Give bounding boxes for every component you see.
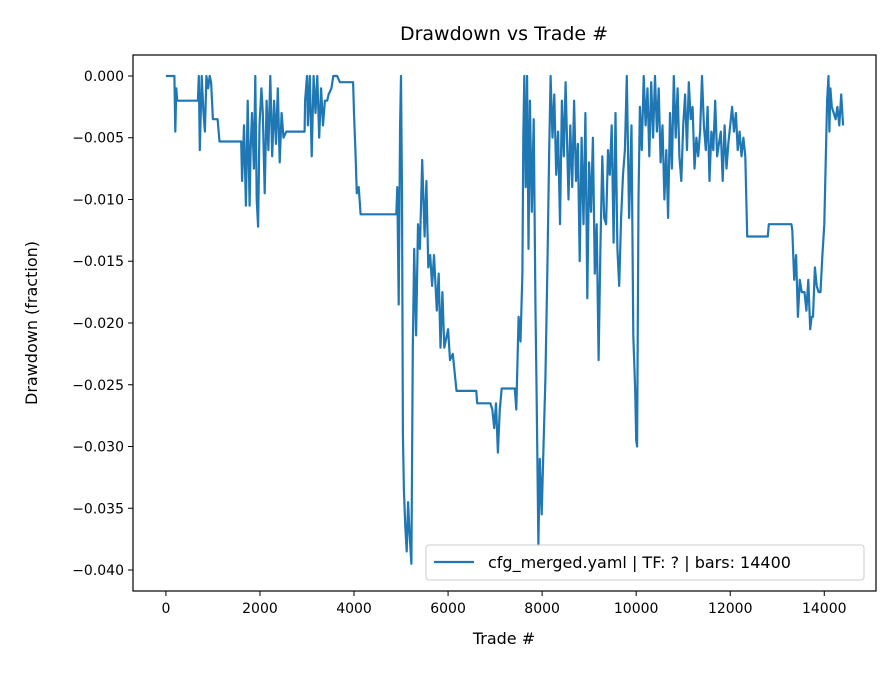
y-tick-label: −0.005	[72, 131, 124, 147]
y-tick-label: −0.035	[72, 501, 124, 517]
x-tick-label: 10000	[614, 601, 659, 617]
plot-area	[165, 74, 845, 565]
chart-title: Drawdown vs Trade #	[400, 23, 608, 45]
x-axis: 0 2000 4000 6000 8000 10000 12000 14000	[161, 591, 847, 617]
x-tick-label: 12000	[708, 601, 753, 617]
legend: cfg_merged.yaml | TF: ? | bars: 14400	[425, 544, 865, 581]
y-tick-label: −0.025	[72, 378, 124, 394]
x-tick-label: 14000	[802, 601, 847, 617]
legend-label: cfg_merged.yaml | TF: ? | bars: 14400	[488, 553, 791, 573]
x-tick-label: 2000	[242, 601, 278, 617]
y-tick-label: −0.040	[72, 563, 124, 579]
x-axis-label: Trade #	[472, 629, 535, 648]
x-tick-label: 0	[161, 601, 170, 617]
y-axis: 0.000 −0.005 −0.010 −0.015 −0.020 −0.025 −0.03…	[72, 69, 133, 579]
y-tick-label: 0.000	[84, 69, 124, 85]
y-tick-label: −0.010	[72, 192, 124, 208]
y-tick-label: −0.020	[72, 316, 124, 332]
y-tick-label: −0.015	[72, 254, 124, 270]
y-tick-label: −0.030	[72, 440, 124, 456]
legend-box	[425, 544, 865, 581]
x-tick-label: 6000	[430, 601, 466, 617]
y-axis-label: Drawdown (fraction)	[22, 241, 41, 405]
x-tick-label: 8000	[524, 601, 560, 617]
x-tick-label: 4000	[336, 601, 372, 617]
series-line	[165, 74, 845, 565]
